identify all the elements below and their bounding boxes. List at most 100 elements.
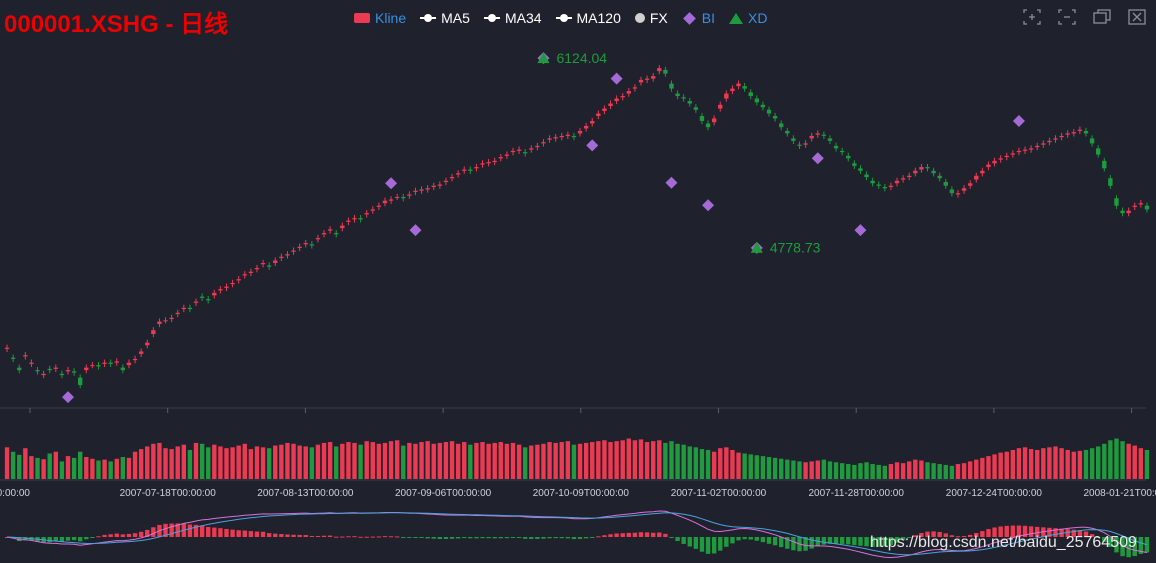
save-icon[interactable]	[1127, 8, 1147, 26]
x-tick-label: 2007-11-02T00:00:00	[671, 488, 767, 499]
volume-bar	[1047, 447, 1052, 479]
candle	[1114, 195, 1119, 209]
volume-bar	[839, 463, 845, 479]
volume-bar	[669, 441, 674, 479]
macd-bar	[504, 537, 510, 539]
legend-kline[interactable]: Kline	[354, 10, 406, 26]
volume-bar	[675, 443, 680, 479]
bi-marker	[811, 152, 824, 165]
macd-bar	[346, 536, 351, 538]
x-tick-label: 2008-01-21T00:00:00	[1084, 488, 1156, 499]
candle	[102, 359, 107, 368]
macd-bar	[1047, 527, 1052, 537]
macd-bar	[772, 537, 778, 546]
volume-bar	[1144, 449, 1150, 479]
volume-bar	[1083, 449, 1089, 479]
macd-bar	[132, 533, 138, 537]
volume-bar	[1053, 446, 1058, 479]
macd-bar	[632, 532, 638, 537]
candle	[571, 132, 577, 141]
macd-bar	[419, 537, 424, 539]
candle	[17, 364, 22, 374]
candle	[742, 82, 747, 92]
volume-bar	[327, 442, 333, 479]
candle	[779, 120, 784, 131]
candle	[346, 217, 351, 225]
candle	[65, 367, 71, 375]
volume-bar	[815, 460, 820, 479]
volume-bar	[29, 456, 34, 479]
legend-ma34[interactable]: MA34	[483, 10, 542, 26]
candle	[608, 100, 613, 110]
candle	[681, 94, 686, 102]
volume-bar	[309, 447, 315, 479]
candle	[644, 75, 650, 83]
legend-fx[interactable]: FX	[634, 10, 668, 26]
volume-bar	[376, 443, 382, 479]
volume-bar	[827, 461, 833, 479]
macd-bar	[297, 534, 302, 537]
candle	[407, 191, 412, 199]
candle	[224, 283, 229, 292]
volume-bar	[334, 446, 339, 479]
macd-bar	[565, 537, 571, 539]
zoom-reset-icon[interactable]	[1057, 8, 1077, 26]
candle	[870, 177, 875, 187]
candle	[334, 229, 339, 238]
candle	[583, 122, 589, 132]
candle	[90, 362, 95, 369]
volume-bar	[78, 451, 83, 479]
macd-bar	[486, 537, 491, 539]
volume-bar	[876, 464, 881, 479]
macd-bar	[882, 537, 888, 547]
volume-bar	[1095, 446, 1101, 479]
macd-bar	[1089, 534, 1095, 537]
macd-bar	[809, 537, 814, 549]
legend-xd[interactable]: XD	[729, 10, 767, 26]
candle	[553, 134, 558, 142]
volume-bar	[833, 462, 839, 479]
macd-bar	[358, 536, 363, 538]
candle	[321, 229, 327, 238]
candle	[315, 234, 321, 243]
volume-bar	[1016, 448, 1022, 479]
candle	[376, 202, 382, 211]
legend-ma5[interactable]: MA5	[420, 10, 470, 26]
restore-icon[interactable]	[1092, 8, 1112, 26]
candle	[260, 259, 266, 268]
macd-bar	[394, 536, 400, 538]
volume-bar	[449, 441, 455, 479]
volume-bar	[1004, 451, 1009, 479]
candle	[486, 158, 491, 167]
volume-bar	[535, 444, 540, 479]
volume-bar	[541, 443, 546, 479]
candle	[846, 152, 851, 162]
volume-bar	[47, 453, 52, 479]
candle	[992, 157, 997, 167]
legend: Kline MA5 MA34 MA120 FX BI XD	[354, 9, 767, 27]
candle	[602, 105, 607, 115]
volume-bar	[41, 459, 46, 479]
legend-ma120[interactable]: MA120	[555, 10, 621, 26]
legend-bi[interactable]: BI	[682, 10, 715, 26]
volume-bar	[888, 464, 894, 479]
candle	[370, 206, 375, 214]
candle	[821, 131, 827, 140]
macd-bar	[779, 537, 784, 548]
volume-bar	[498, 442, 503, 479]
candle	[382, 197, 388, 207]
candle	[96, 362, 101, 370]
x-tick-label: 2007-08-13T00:00:00	[257, 488, 354, 499]
volume-bar	[425, 441, 430, 479]
macd-bar	[827, 537, 833, 544]
volume-bar	[900, 463, 906, 479]
candlestick-series	[4, 65, 1150, 389]
macd-bar	[876, 537, 881, 547]
macd-bar	[108, 534, 113, 537]
candle	[303, 239, 308, 248]
candle	[1108, 175, 1113, 189]
volume-bar	[486, 443, 491, 479]
candle	[504, 151, 510, 159]
candle	[785, 127, 790, 137]
zoom-icon[interactable]	[1022, 8, 1042, 26]
